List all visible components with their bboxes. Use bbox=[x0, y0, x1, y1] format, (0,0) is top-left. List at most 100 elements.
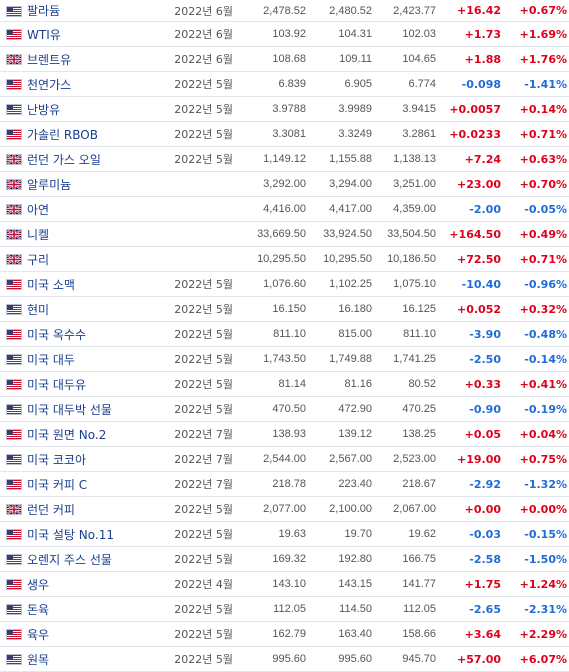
us-flag-icon bbox=[5, 529, 22, 540]
us-flag-icon bbox=[5, 329, 22, 340]
contract-month: 2022년 5월 bbox=[164, 321, 239, 347]
change-percent: -0.96% bbox=[507, 271, 569, 297]
commodity-name-link[interactable]: 아연 bbox=[27, 202, 50, 217]
flag-cell bbox=[0, 196, 27, 222]
change-value: +0.00 bbox=[442, 496, 507, 522]
commodity-name-link[interactable]: 미국 대두유 bbox=[27, 377, 87, 392]
change-percent: +0.14% bbox=[507, 96, 569, 122]
change-percent: +0.71% bbox=[507, 246, 569, 272]
commodity-row[interactable]: 미국 원면 No.2 2022년 7월 138.93 139.12 138.25… bbox=[0, 421, 569, 447]
commodity-name-link[interactable]: 육우 bbox=[27, 627, 50, 642]
change-value: +0.33 bbox=[442, 371, 507, 397]
commodity-name-link[interactable]: 난방유 bbox=[27, 102, 61, 117]
commodity-row[interactable]: 현미 2022년 5월 16.150 16.180 16.125 +0.052 … bbox=[0, 296, 569, 322]
flag-cell bbox=[0, 446, 27, 472]
change-value: +7.24 bbox=[442, 146, 507, 172]
commodity-row[interactable]: 아연 4,416.00 4,417.00 4,359.00 -2.00 -0.0… bbox=[0, 196, 569, 222]
commodity-row[interactable]: 런던 커피 2022년 5월 2,077.00 2,100.00 2,067.0… bbox=[0, 496, 569, 522]
commodity-name-link[interactable]: 미국 소맥 bbox=[27, 277, 75, 292]
commodity-name-cell: 미국 설탕 No.11 bbox=[27, 521, 164, 547]
commodity-name-link[interactable]: 생우 bbox=[27, 577, 50, 592]
commodity-row[interactable]: 미국 옥수수 2022년 5월 811.10 815.00 811.10 -3.… bbox=[0, 321, 569, 347]
commodity-row[interactable]: 미국 대두 2022년 5월 1,743.50 1,749.88 1,741.2… bbox=[0, 346, 569, 372]
commodity-name-link[interactable]: 돈육 bbox=[27, 602, 50, 617]
price-value: 6.839 bbox=[239, 71, 312, 97]
contract-month: 2022년 5월 bbox=[164, 71, 239, 97]
commodity-name-link[interactable]: WTI유 bbox=[27, 27, 61, 42]
commodity-name-link[interactable]: 미국 설탕 No.11 bbox=[27, 527, 114, 542]
commodity-row[interactable]: 난방유 2022년 5월 3.9788 3.9989 3.9415 +0.005… bbox=[0, 96, 569, 122]
commodity-name-link[interactable]: 천연가스 bbox=[27, 77, 72, 92]
commodity-name-link[interactable]: 원목 bbox=[27, 652, 50, 667]
commodity-name-cell: 원목 bbox=[27, 646, 164, 672]
commodity-name-link[interactable]: 런던 가스 오일 bbox=[27, 152, 101, 167]
price-value: 108.68 bbox=[239, 46, 312, 72]
commodity-name-link[interactable]: 런던 커피 bbox=[27, 502, 75, 517]
change-percent: -0.14% bbox=[507, 346, 569, 372]
commodity-row[interactable]: 미국 소맥 2022년 5월 1,076.60 1,102.25 1,075.1… bbox=[0, 271, 569, 297]
commodity-row[interactable]: WTI유 2022년 6월 103.92 104.31 102.03 +1.73… bbox=[0, 21, 569, 47]
commodity-row[interactable]: 천연가스 2022년 5월 6.839 6.905 6.774 -0.098 -… bbox=[0, 71, 569, 97]
contract-month: 2022년 6월 bbox=[164, 46, 239, 72]
change-percent: +1.69% bbox=[507, 21, 569, 47]
commodity-row[interactable]: 미국 대두박 선물 2022년 5월 470.50 472.90 470.25 … bbox=[0, 396, 569, 422]
change-value: -0.03 bbox=[442, 521, 507, 547]
change-value: -2.58 bbox=[442, 546, 507, 572]
commodity-row[interactable]: 런던 가스 오일 2022년 5월 1,149.12 1,155.88 1,13… bbox=[0, 146, 569, 172]
flag-cell bbox=[0, 271, 27, 297]
contract-month: 2022년 7월 bbox=[164, 446, 239, 472]
commodity-name-link[interactable]: 구리 bbox=[27, 252, 50, 267]
price-value: 103.92 bbox=[239, 21, 312, 47]
contract-month bbox=[164, 171, 239, 197]
commodity-name-link[interactable]: 알루미늄 bbox=[27, 177, 72, 192]
change-percent: +1.76% bbox=[507, 46, 569, 72]
commodity-row[interactable]: 미국 대두유 2022년 5월 81.14 81.16 80.52 +0.33 … bbox=[0, 371, 569, 397]
contract-month: 2022년 4월 bbox=[164, 571, 239, 597]
high-value: 192.80 bbox=[312, 546, 378, 572]
commodity-row[interactable]: 돈육 2022년 5월 112.05 114.50 112.05 -2.65 -… bbox=[0, 596, 569, 622]
commodity-name-link[interactable]: 미국 대두 bbox=[27, 352, 75, 367]
commodity-name-link[interactable]: 니켈 bbox=[27, 227, 50, 242]
price-value: 2,478.52 bbox=[239, 0, 312, 22]
price-value: 16.150 bbox=[239, 296, 312, 322]
commodity-name-cell: 팔라듐 bbox=[27, 0, 164, 22]
high-value: 109.11 bbox=[312, 46, 378, 72]
commodity-row[interactable]: 팔라듐 2022년 6월 2,478.52 2,480.52 2,423.77 … bbox=[0, 0, 569, 22]
commodity-row[interactable]: 구리 10,295.50 10,295.50 10,186.50 +72.50 … bbox=[0, 246, 569, 272]
commodity-name-link[interactable]: 오렌지 주스 선물 bbox=[27, 552, 112, 567]
change-percent: -0.15% bbox=[507, 521, 569, 547]
commodity-row[interactable]: 브렌트유 2022년 6월 108.68 109.11 104.65 +1.88… bbox=[0, 46, 569, 72]
commodity-name-link[interactable]: 미국 코코아 bbox=[27, 452, 87, 467]
flag-cell bbox=[0, 471, 27, 497]
commodity-row[interactable]: 미국 코코아 2022년 7월 2,544.00 2,567.00 2,523.… bbox=[0, 446, 569, 472]
flag-cell bbox=[0, 571, 27, 597]
commodity-name-link[interactable]: 브렌트유 bbox=[27, 52, 72, 67]
change-percent: +0.49% bbox=[507, 221, 569, 247]
commodity-row[interactable]: 미국 커피 C 2022년 7월 218.78 223.40 218.67 -2… bbox=[0, 471, 569, 497]
commodity-row[interactable]: 오렌지 주스 선물 2022년 5월 169.32 192.80 166.75 … bbox=[0, 546, 569, 572]
commodity-row[interactable]: 가솔린 RBOB 2022년 5월 3.3081 3.3249 3.2861 +… bbox=[0, 121, 569, 147]
commodity-name-link[interactable]: 팔라듐 bbox=[27, 4, 61, 18]
contract-month: 2022년 6월 bbox=[164, 0, 239, 22]
commodity-name-link[interactable]: 미국 대두박 선물 bbox=[27, 402, 112, 417]
contract-month: 2022년 5월 bbox=[164, 121, 239, 147]
change-value: -2.92 bbox=[442, 471, 507, 497]
commodity-row[interactable]: 원목 2022년 5월 995.60 995.60 945.70 +57.00 … bbox=[0, 646, 569, 672]
commodity-name-link[interactable]: 미국 옥수수 bbox=[27, 327, 87, 342]
commodity-name-link[interactable]: 미국 원면 No.2 bbox=[27, 427, 107, 442]
commodity-row[interactable]: 미국 설탕 No.11 2022년 5월 19.63 19.70 19.62 -… bbox=[0, 521, 569, 547]
change-percent: +0.70% bbox=[507, 171, 569, 197]
low-value: 1,741.25 bbox=[378, 346, 442, 372]
contract-month: 2022년 5월 bbox=[164, 146, 239, 172]
commodity-name-cell: 런던 가스 오일 bbox=[27, 146, 164, 172]
us-flag-icon bbox=[5, 354, 22, 365]
commodity-name-cell: 미국 대두박 선물 bbox=[27, 396, 164, 422]
change-percent: +0.75% bbox=[507, 446, 569, 472]
uk-flag-icon bbox=[5, 504, 22, 515]
commodity-row[interactable]: 니켈 33,669.50 33,924.50 33,504.50 +164.50… bbox=[0, 221, 569, 247]
commodity-name-link[interactable]: 미국 커피 C bbox=[27, 477, 88, 492]
commodity-row[interactable]: 알루미늄 3,292.00 3,294.00 3,251.00 +23.00 +… bbox=[0, 171, 569, 197]
commodity-name-link[interactable]: 가솔린 RBOB bbox=[27, 127, 98, 142]
commodity-row[interactable]: 생우 2022년 4월 143.10 143.15 141.77 +1.75 +… bbox=[0, 571, 569, 597]
commodity-name-link[interactable]: 현미 bbox=[27, 302, 50, 317]
